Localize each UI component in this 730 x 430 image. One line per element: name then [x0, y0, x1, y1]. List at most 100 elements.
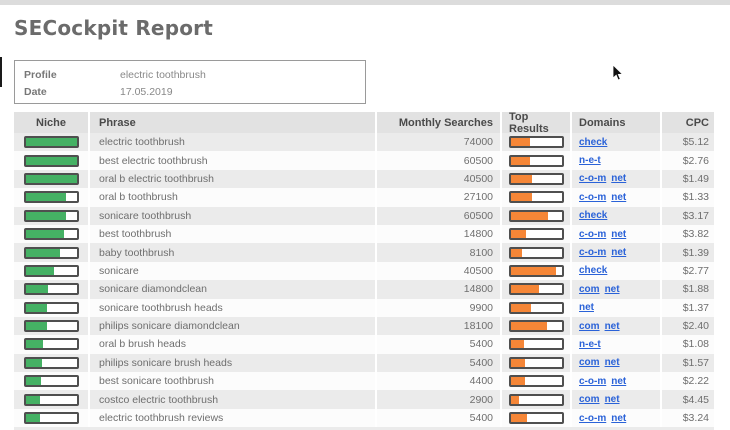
domain-link[interactable]: c-o-m	[579, 412, 607, 424]
monthly-searches-value: 5400	[469, 338, 493, 351]
page-title: SECockpit Report	[14, 16, 213, 40]
monthly-searches-cell: 60500	[377, 151, 502, 170]
phrase-text: oral b brush heads	[99, 338, 186, 351]
monthly-searches-cell: 14800	[377, 280, 502, 299]
cpc-cell: $5.12	[662, 133, 714, 151]
phrase-text: best toothbrush	[99, 228, 172, 241]
phrase-cell: best electric toothbrush	[90, 151, 377, 170]
top-results-bar-fill	[511, 230, 527, 239]
monthly-searches-cell: 14800	[377, 224, 502, 244]
domains-cell: c-o-m net	[572, 224, 662, 244]
domains-cell: n-e-t	[572, 151, 662, 170]
domain-link[interactable]: c-o-m	[579, 375, 607, 387]
domain-link[interactable]: net	[611, 228, 627, 240]
monthly-searches-cell: 74000	[377, 133, 502, 152]
domain-link[interactable]: n-e-t	[579, 155, 601, 167]
monthly-searches-value: 27100	[463, 191, 493, 204]
domain-link[interactable]: com	[579, 357, 600, 369]
cpc-value: $1.49	[682, 172, 709, 185]
clipped-next-row	[14, 427, 714, 430]
date-label: Date	[24, 85, 47, 98]
domain-link[interactable]: net	[611, 412, 627, 424]
niche-cell	[14, 261, 90, 281]
domain-link[interactable]: c-o-m	[579, 191, 607, 203]
phrase-text: best sonicare toothbrush	[99, 375, 214, 388]
niche-bar	[23, 375, 79, 388]
niche-cell	[14, 280, 90, 299]
monthly-searches-value: 60500	[463, 209, 493, 222]
domain-link[interactable]: c-o-m	[579, 247, 607, 259]
domain-link[interactable]: net	[611, 375, 627, 387]
cpc-value: $1.57	[682, 356, 709, 369]
domain-link[interactable]: net	[604, 357, 620, 369]
phrase-text: sonicare	[99, 264, 139, 277]
domains-cell: c-o-m net	[572, 372, 662, 391]
domain-link[interactable]: net	[604, 320, 620, 332]
cpc-value: $3.17	[682, 209, 709, 222]
niche-bar-fill	[25, 211, 67, 220]
top-results-bar	[509, 264, 564, 277]
column-header-cpc: CPC	[685, 116, 709, 129]
phrase-cell: sonicare toothbrush heads	[90, 298, 377, 317]
profile-summary-box: Profile electric toothbrush Date 17.05.2…	[14, 60, 366, 104]
domain-link[interactable]: com	[579, 283, 600, 295]
niche-cell	[14, 206, 90, 225]
phrase-cell: costco electric toothbrush	[90, 390, 377, 409]
monthly-searches-value: 9900	[469, 301, 493, 314]
top-results-bar-fill	[511, 303, 532, 312]
domains-cell: check	[572, 206, 662, 225]
domain-link[interactable]: com	[579, 320, 600, 332]
niche-bar	[23, 301, 79, 314]
monthly-searches-value: 18100	[463, 320, 493, 333]
domain-link[interactable]: check	[579, 265, 608, 277]
niche-cell	[14, 151, 90, 170]
monthly-searches-cell: 40500	[377, 169, 502, 189]
monthly-searches-cell: 4400	[377, 372, 502, 391]
domains-cell: check	[572, 261, 662, 281]
domain-link[interactable]: com	[579, 394, 600, 406]
domains-cell: com net	[572, 390, 662, 409]
monthly-searches-cell: 8100	[377, 243, 502, 262]
table-body: electric toothbrush 74000 check $5.12 be…	[14, 133, 714, 428]
table-row: baby toothbrush 8100 c-o-m net $1.39	[14, 243, 714, 262]
domain-link[interactable]: c-o-m	[579, 228, 607, 240]
phrase-text: philips sonicare diamondclean	[99, 320, 240, 333]
niche-bar	[23, 356, 79, 369]
top-results-bar-fill	[511, 138, 530, 147]
domain-link[interactable]: check	[579, 210, 608, 222]
domain-link[interactable]: net	[579, 302, 594, 314]
phrase-text: sonicare diamondclean	[99, 283, 207, 296]
domain-link[interactable]: net	[611, 191, 627, 203]
domains-cell: com net	[572, 316, 662, 336]
niche-cell	[14, 243, 90, 262]
domains-cell: c-o-m net	[572, 408, 662, 428]
domain-link[interactable]: net	[604, 394, 620, 406]
domains-cell: c-o-m net	[572, 188, 662, 207]
top-results-bar-fill	[511, 266, 556, 275]
niche-bar-fill	[25, 414, 40, 423]
top-results-bar-fill	[511, 395, 519, 404]
cpc-cell: $3.17	[662, 207, 714, 225]
domain-link[interactable]: net	[604, 283, 620, 295]
top-results-bar	[509, 191, 564, 204]
phrase-cell: oral b brush heads	[90, 335, 377, 354]
column-header-monthly-searches: Monthly Searches	[377, 112, 502, 133]
top-results-cell	[502, 280, 572, 299]
top-results-bar-fill	[511, 377, 526, 386]
profile-row: Profile electric toothbrush	[15, 66, 365, 83]
date-row: Date 17.05.2019	[15, 83, 365, 100]
monthly-searches-value: 5400	[469, 412, 493, 425]
domain-link[interactable]: check	[579, 136, 608, 148]
left-edge-artifact	[0, 57, 2, 87]
cpc-cell: $1.49	[662, 170, 714, 188]
domain-link[interactable]: net	[611, 173, 627, 185]
top-results-cell	[502, 206, 572, 225]
niche-cell	[14, 133, 90, 152]
domain-link[interactable]: c-o-m	[579, 173, 607, 185]
domain-link[interactable]: net	[611, 247, 627, 259]
domains-cell: n-e-t	[572, 335, 662, 354]
phrase-text: sonicare toothbrush heads	[99, 301, 223, 314]
phrase-cell: oral b toothbrush	[90, 188, 377, 207]
domain-link[interactable]: n-e-t	[579, 338, 601, 350]
table-row: best electric toothbrush 60500 n-e-t $2.…	[14, 151, 714, 170]
